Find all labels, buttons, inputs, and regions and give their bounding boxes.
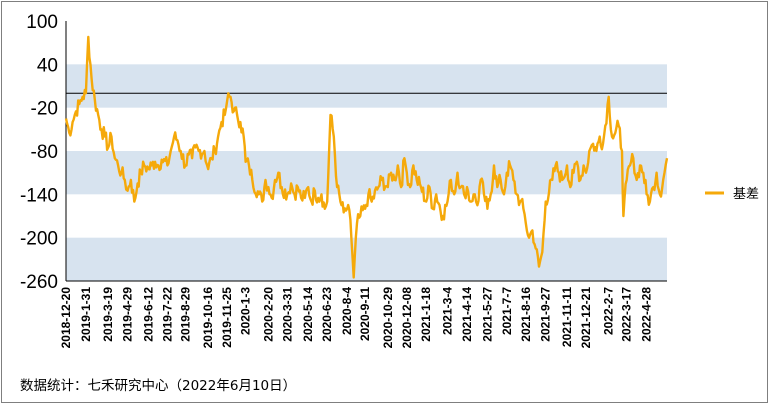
x-tick-label: 2019-11-25 xyxy=(220,287,234,348)
x-tick-label: 2019-7-22 xyxy=(160,287,174,342)
x-tick-label: 2020-6-23 xyxy=(320,287,334,342)
x-tick-label: 2019-3-19 xyxy=(101,287,115,342)
x-tick-label: 2021-7-7 xyxy=(500,287,514,335)
source-note: 数据统计：七禾研究中心（2022年6月10日） xyxy=(20,378,297,394)
x-tick-label: 2020-2-20 xyxy=(261,287,275,342)
series-line-basis xyxy=(64,35,669,279)
x-tick-label: 2020-10-29 xyxy=(381,287,395,349)
y-tick-label: -80 xyxy=(31,142,58,163)
y-tick-label: -260 xyxy=(20,272,58,293)
x-tick-label: 2020-5-14 xyxy=(301,287,315,342)
x-tick-label: 2019-1-31 xyxy=(79,287,93,342)
x-tick-label: 2019-8-29 xyxy=(178,287,192,342)
x-tick-label: 2021-1-18 xyxy=(419,287,433,342)
x-tick-label: 2021-4-14 xyxy=(460,287,474,342)
x-tick-label: 2019-10-16 xyxy=(201,287,215,349)
x-tick-label: 2020-12-08 xyxy=(400,287,414,349)
y-tick-label: -200 xyxy=(20,229,58,250)
x-tick-label: 2021-9-27 xyxy=(539,287,553,342)
legend-label-basis: 基差 xyxy=(733,187,759,202)
x-tick-label: 2020-1-3 xyxy=(239,287,253,335)
x-tick-label: 2021-5-27 xyxy=(480,287,494,342)
x-axis: 2018-12-20 2019-1-31 2019-3-19 2019-4-29 201… xyxy=(59,280,667,349)
x-tick-label: 2021-12-21 xyxy=(579,287,593,349)
x-tick-label: 2022-4-28 xyxy=(640,287,654,342)
background-band xyxy=(66,64,667,108)
x-tick-label: 2020-9-11 xyxy=(358,287,372,341)
background-band xyxy=(66,151,667,195)
y-tick-label: 40 xyxy=(37,55,58,76)
y-tick-label: -140 xyxy=(20,185,58,206)
background-band xyxy=(66,237,667,281)
x-tick-label: 2019-6-12 xyxy=(142,287,156,342)
legend: 基差 xyxy=(705,187,759,202)
x-tick-label: 2020-3-31 xyxy=(280,287,294,342)
y-axis: 100 40 -20 -80 -140 -200 -260 xyxy=(20,12,67,293)
x-tick-label: 2022-2-7 xyxy=(602,287,616,335)
y-tick-label: -20 xyxy=(31,99,58,120)
x-tick-label: 2022-3-17 xyxy=(620,287,634,342)
x-tick-label: 2021-3-4 xyxy=(441,287,455,335)
y-tick-label: 100 xyxy=(26,12,58,33)
background-bands xyxy=(66,64,667,281)
x-tick-label: 2018-12-20 xyxy=(59,287,73,349)
x-tick-label: 2021-11-11 xyxy=(560,287,574,347)
x-tick-label: 2019-4-29 xyxy=(121,287,135,342)
x-tick-label: 2021-8-16 xyxy=(519,287,533,342)
x-tick-label: 2020-8-4 xyxy=(340,287,354,335)
